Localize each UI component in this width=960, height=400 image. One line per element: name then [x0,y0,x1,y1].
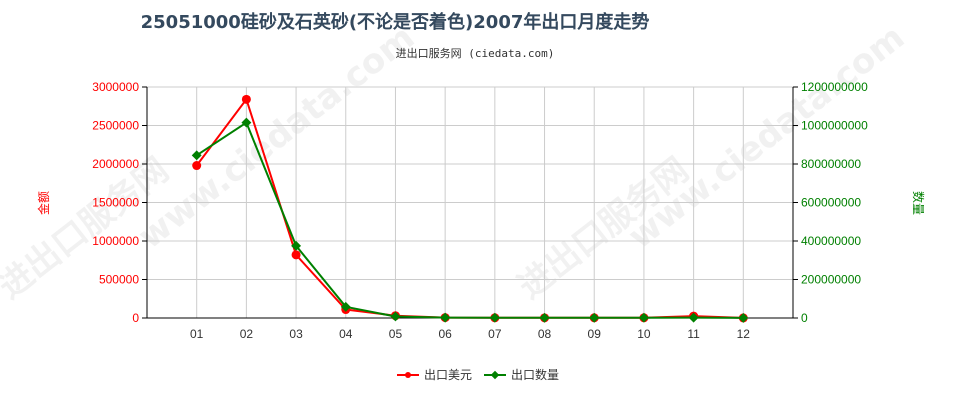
data-point-quantity [589,312,600,323]
x-ticks: 01 02 03 04 05 06 07 08 09 10 11 12 [190,327,750,341]
legend-label-quantity: 出口数量 [511,367,559,382]
y-left-ticks: 0 500000 1000000 1500000 2000000 2500000 30000… [92,80,147,325]
x-tick-label: 03 [289,327,303,341]
data-point-usd [192,161,202,171]
data-point-quantity [291,240,302,251]
y-left-tick-label: 2500000 [92,119,139,133]
watermark: www.ciedata.com [131,17,422,257]
y-left-tick-label: 500000 [99,273,139,287]
y-left-axis-label: 金额 [36,191,51,215]
y-right-tick-label: 200000000 [801,273,861,287]
x-tick-label: 11 [687,327,700,341]
y-right-tick-label: 0 [801,311,808,325]
data-point-quantity [738,312,749,323]
data-point-quantity [489,312,500,323]
chart-subtitle: 进出口服务网 (ciedata.com) [396,46,555,60]
legend-label-usd: 出口美元 [424,368,472,382]
chart-title: 25051000硅砂及石英砂(不论是否着色)2007年出口月度走势 [141,11,650,33]
y-right-tick-label: 800000000 [801,157,861,171]
legend: 出口美元 出口数量 [397,367,559,382]
x-tick-label: 04 [339,327,353,341]
x-tick-label: 05 [389,327,403,341]
y-right-tick-label: 1000000000 [801,119,868,133]
legend-item-usd[interactable]: 出口美元 [397,368,472,382]
y-left-tick-label: 1000000 [92,234,139,248]
y-left-tick-label: 0 [132,311,139,325]
legend-marker-quantity [490,370,500,380]
x-tick-label: 02 [240,327,254,341]
legend-item-quantity[interactable]: 出口数量 [484,367,559,382]
grid [147,86,793,318]
data-point-quantity [688,312,699,323]
x-tick-label: 10 [637,327,651,341]
x-tick-label: 12 [737,327,751,341]
data-point-quantity [539,312,550,323]
x-tick-label: 01 [190,327,204,341]
series-layer [191,94,749,323]
series-line-quantity [196,121,744,319]
data-point-quantity [440,312,451,323]
data-point-quantity [638,312,649,323]
y-left-tick-label: 3000000 [92,80,139,94]
y-right-tick-label: 600000000 [801,196,861,210]
x-tick-label: 07 [488,327,502,341]
data-point-quantity [340,301,351,312]
x-tick-label: 06 [438,327,452,341]
y-right-tick-label: 1200000000 [801,80,868,94]
y-right-tick-label: 400000000 [801,234,861,248]
x-tick-label: 09 [588,327,602,341]
y-right-ticks: 0 200000000 400000000 600000000 800000000 100… [793,80,868,325]
y-left-tick-label: 1500000 [92,196,139,210]
data-point-quantity [241,117,252,128]
legend-marker-usd [405,372,411,378]
data-point-usd [241,94,251,104]
y-left-tick-label: 2000000 [92,157,139,171]
x-tick-label: 08 [538,327,552,341]
data-point-usd [291,250,301,260]
y-right-axis-label: 数量 [911,191,926,215]
watermark: www.ciedata.com [621,17,912,257]
data-point-quantity [390,311,401,322]
data-point-quantity [191,150,202,161]
